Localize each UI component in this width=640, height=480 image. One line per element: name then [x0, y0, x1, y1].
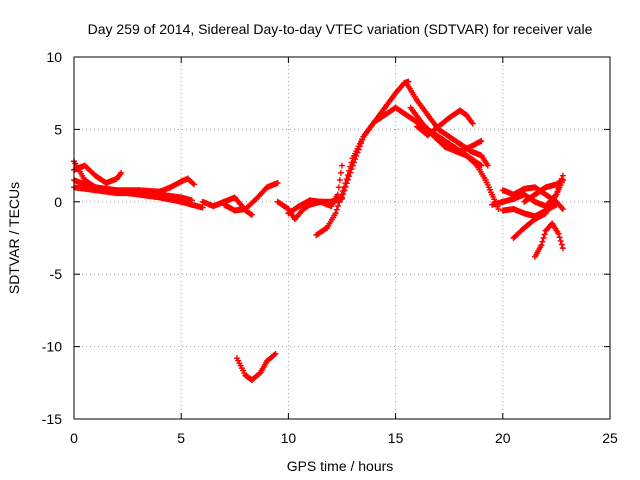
x-tick-label: 25 [602, 430, 618, 446]
data-point [272, 350, 279, 357]
data-point [556, 234, 563, 241]
data-point [199, 204, 206, 211]
data-point [354, 149, 361, 156]
series-track19 [531, 220, 566, 260]
data-point [553, 191, 560, 198]
data-point [469, 120, 476, 127]
data-point [247, 211, 254, 218]
data-point [344, 176, 351, 183]
data-point [359, 136, 366, 143]
data-point [495, 206, 502, 213]
series-track9 [285, 195, 345, 217]
grid-lines [74, 57, 610, 419]
data-point [559, 177, 566, 184]
x-tick-label: 20 [495, 430, 511, 446]
data-point [191, 181, 198, 188]
x-tick-label: 15 [388, 430, 404, 446]
data-point [347, 169, 354, 176]
series-track21 [521, 177, 566, 205]
data-point [333, 206, 340, 213]
y-axis-label: SDTVAR / TECUs [6, 182, 22, 294]
plot-frame [73, 56, 611, 420]
series-track7 [233, 350, 279, 383]
series-track6 [221, 179, 281, 214]
data-point [355, 146, 362, 153]
data-points [71, 78, 566, 383]
data-point [539, 238, 546, 245]
data-point [540, 235, 547, 241]
x-tick-label: 10 [281, 430, 297, 446]
data-point [337, 169, 344, 176]
series-track13 [407, 104, 502, 213]
data-point [339, 162, 345, 169]
chart-title: Day 259 of 2014, Sidereal Day-to-day VTE… [88, 21, 593, 37]
series-track3 [71, 158, 206, 211]
data-point [349, 162, 356, 169]
data-point [350, 159, 357, 166]
data-point [356, 143, 363, 150]
data-point [554, 188, 561, 195]
series-track4 [71, 184, 195, 204]
data-point [358, 140, 365, 147]
series-track15 [435, 133, 485, 155]
y-tick-label: -5 [50, 266, 63, 282]
data-point [557, 237, 564, 244]
data-point [118, 169, 125, 176]
data-point [555, 185, 562, 192]
data-point [559, 245, 566, 252]
x-axis-label: GPS time / hours [287, 458, 394, 474]
data-point [553, 201, 560, 208]
data-point [341, 187, 348, 194]
x-tick-label: 0 [70, 430, 78, 446]
data-point [346, 173, 353, 180]
data-point [541, 231, 548, 238]
data-point [336, 177, 343, 184]
y-tick-label: 10 [46, 49, 62, 65]
data-point [274, 179, 281, 186]
data-point [484, 162, 491, 169]
data-point [478, 137, 485, 144]
y-tick-label: -15 [42, 411, 62, 427]
data-point [348, 166, 355, 173]
series-track20 [499, 201, 560, 220]
y-tick-label: 5 [54, 121, 62, 137]
data-point [343, 180, 350, 187]
data-point [189, 180, 196, 187]
series-track10 [313, 78, 412, 239]
data-point [335, 184, 342, 191]
data-point [339, 194, 345, 201]
y-tick-label: -10 [42, 339, 62, 355]
data-point [353, 152, 360, 159]
data-point [271, 351, 278, 358]
data-point [332, 210, 339, 217]
data-point [559, 206, 566, 213]
axis-ticks: 0 5 10 15 20 25 -15 -10 -5 0 5 10 [42, 49, 618, 446]
series-track14 [414, 107, 476, 139]
data-point [352, 156, 359, 163]
data-point [538, 242, 545, 249]
data-point [336, 199, 343, 206]
data-point [558, 177, 565, 184]
data-point [558, 204, 565, 211]
data-point [342, 183, 349, 190]
x-tick-label: 5 [177, 430, 185, 446]
data-point [335, 202, 342, 209]
data-point [248, 211, 255, 218]
data-point [340, 190, 347, 197]
data-point [555, 230, 562, 237]
y-tick-label: 0 [54, 194, 62, 210]
data-point [558, 241, 565, 248]
data-point [188, 197, 195, 204]
data-point [472, 161, 479, 168]
